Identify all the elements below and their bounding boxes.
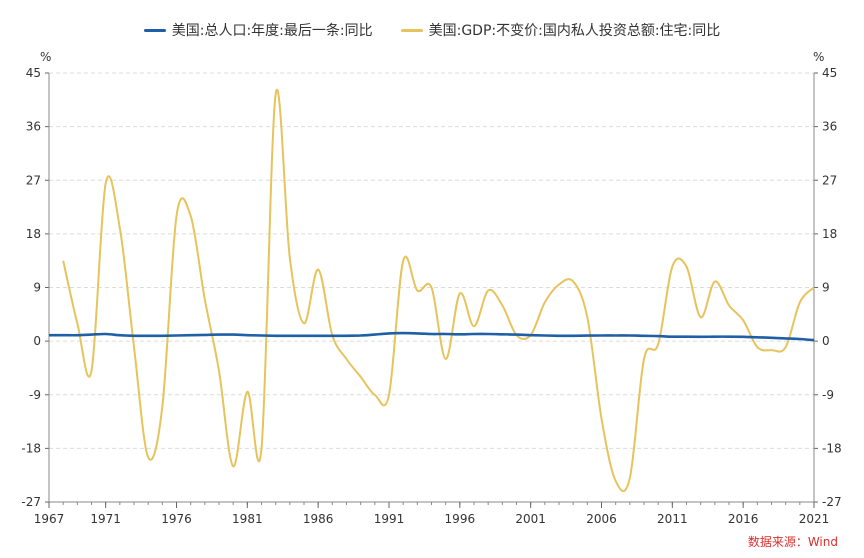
y-tick-label-right: -27: [822, 495, 842, 509]
y-tick-label-right: 9: [822, 281, 830, 295]
source-note: 数据来源：Wind: [747, 535, 838, 549]
y-tick-label-right: 27: [822, 173, 837, 187]
y-tick-label-left: 0: [33, 334, 41, 348]
series-line-population: [49, 331, 815, 342]
x-tick-label: 2021: [799, 512, 830, 526]
y-tick-label-left: -9: [29, 388, 41, 402]
legend-swatch-1: [400, 28, 423, 32]
x-tick-label: 1986: [303, 512, 334, 526]
legend-item-1[interactable]: 美国:GDP:不变价:国内私人投资总额:住宅:同比: [400, 20, 721, 40]
y-tick-label-left: 9: [33, 281, 41, 295]
legend-label-1: 美国:GDP:不变价:国内私人投资总额:住宅:同比: [428, 23, 721, 39]
y-tick-label-right: -18: [822, 441, 842, 455]
x-tick-label: 1976: [161, 512, 192, 526]
x-tick-label: 1996: [445, 512, 476, 526]
y-tick-label-right: 36: [822, 120, 837, 134]
y-tick-label-left: 45: [26, 66, 41, 80]
series-line-residential-investment: [62, 89, 815, 493]
x-tick-label: 2016: [728, 512, 759, 526]
x-tick-label: 2006: [586, 512, 617, 526]
legend-item-0[interactable]: 美国:总人口:年度:最后一条:同比: [143, 20, 373, 40]
left-axis-unit: %: [40, 50, 52, 64]
right-axis-unit: %: [813, 50, 825, 64]
y-tick-label-right: 18: [822, 227, 837, 241]
y-tick-label-left: 36: [26, 120, 41, 134]
y-tick-label-left: -18: [21, 441, 41, 455]
x-tick-label: 2011: [657, 512, 688, 526]
x-tick-label: 1981: [232, 512, 263, 526]
y-tick-label-right: 0: [822, 334, 830, 348]
y-tick-label-left: 27: [26, 173, 41, 187]
legend-swatch-0: [143, 28, 166, 32]
legend: 美国:总人口:年度:最后一条:同比 美国:GDP:不变价:国内私人投资总额:住宅:…: [0, 20, 864, 40]
x-tick-label: 2001: [515, 512, 546, 526]
x-tick-label: 1967: [34, 512, 65, 526]
y-tick-label-left: 18: [26, 227, 41, 241]
y-tick-label-right: 45: [822, 66, 837, 80]
x-tick-label: 1991: [374, 512, 405, 526]
y-tick-label-right: -9: [822, 388, 834, 402]
x-tick-label: 1971: [90, 512, 121, 526]
legend-label-0: 美国:总人口:年度:最后一条:同比: [171, 23, 373, 39]
y-tick-label-left: -27: [21, 495, 41, 509]
